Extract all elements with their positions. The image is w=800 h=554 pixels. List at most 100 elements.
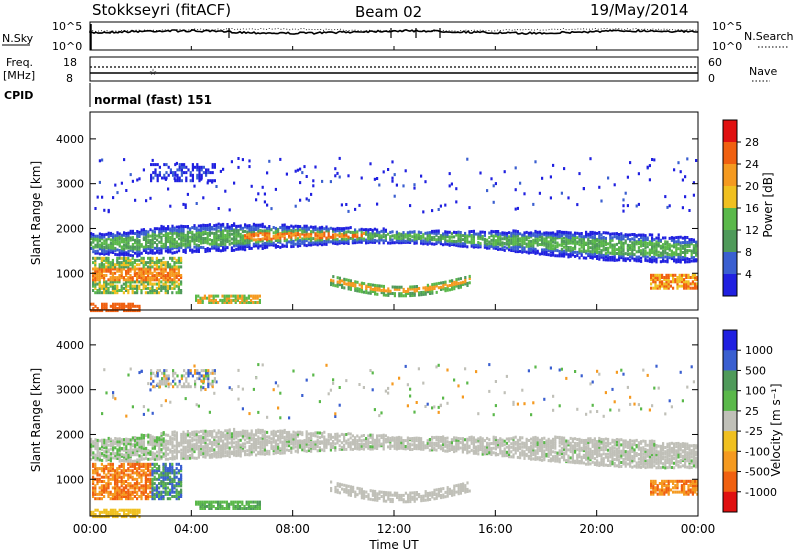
echo-cell [655, 236, 658, 240]
echo-cell [180, 241, 183, 245]
echo-cell [547, 244, 550, 248]
echo-cell [354, 238, 357, 242]
echo-cell [683, 278, 686, 282]
echo-cell [129, 515, 132, 519]
echo-cell [259, 442, 262, 446]
echo-cell [98, 265, 101, 269]
echo-cell [211, 440, 214, 444]
echo-cell [637, 257, 640, 261]
echo-cell [272, 434, 275, 438]
echo-cell [226, 246, 229, 250]
echo-cell [92, 280, 95, 284]
echo-cell [422, 242, 425, 246]
echo-cell [501, 246, 504, 250]
echo-cell [202, 455, 205, 459]
echo-cell [679, 253, 682, 257]
echo-cell [250, 438, 253, 442]
echo-cell [200, 173, 203, 177]
echo-cell [209, 171, 212, 175]
echo-cell [398, 285, 401, 289]
echo-cell [384, 239, 387, 242]
echo-cell [261, 433, 264, 437]
echo-cell [140, 442, 143, 446]
echo-cell [138, 371, 141, 375]
echo-cell [343, 282, 346, 286]
echo-cell [288, 234, 291, 238]
echo-cell [204, 436, 207, 440]
echo-cell [691, 280, 694, 284]
echo-cell [501, 241, 504, 245]
echo-cell [122, 261, 125, 265]
echo-cell [591, 247, 594, 251]
echo-cell [233, 441, 236, 445]
echo-cell [114, 289, 117, 292]
echo-cell [646, 236, 649, 240]
echo-cell [140, 289, 143, 292]
echo-cell [395, 239, 398, 243]
echo-cell [545, 236, 548, 240]
echo-cell [151, 289, 154, 292]
echo-cell [400, 237, 403, 241]
echo-cell [547, 231, 550, 235]
echo-cell [151, 274, 154, 277]
echo-cell [695, 240, 698, 244]
echo-cell [312, 433, 315, 437]
echo-cell [259, 223, 262, 227]
echo-cell [175, 231, 178, 235]
echo-cell [512, 231, 515, 235]
echo-cell [180, 244, 183, 248]
echo-cell [560, 239, 563, 243]
echo-cell [646, 238, 649, 242]
echo-cell [140, 258, 143, 262]
echo-cell [133, 286, 136, 290]
echo-cell [180, 239, 183, 243]
echo-cell [215, 223, 218, 227]
echo-cell [305, 232, 308, 236]
echo-cell [338, 434, 341, 438]
echo-cell [554, 232, 557, 236]
echo-cell [92, 282, 95, 286]
echo-cell [676, 278, 679, 282]
echo-cell [571, 233, 574, 237]
echo-cell [318, 442, 321, 445]
echo-cell [120, 181, 123, 185]
echo-cell [92, 456, 95, 460]
echo-cell [587, 234, 590, 238]
echo-cell [261, 450, 264, 453]
echo-cell [244, 223, 247, 227]
echo-cell [505, 237, 508, 241]
echo-cell [215, 245, 218, 249]
echo-cell [127, 457, 130, 461]
echo-cell [371, 433, 374, 437]
echo-cell [629, 248, 632, 252]
echo-cell [296, 434, 299, 438]
echo-cell [114, 456, 117, 460]
echo-cell [318, 440, 321, 444]
echo-cell [521, 241, 524, 245]
echo-cell [387, 438, 390, 442]
echo-cell [112, 235, 115, 239]
echo-cell [114, 437, 117, 440]
echo-cell [644, 246, 647, 250]
echo-cell [358, 442, 361, 446]
echo-cell [534, 231, 537, 235]
echo-cell [123, 510, 126, 514]
echo-cell [255, 242, 258, 246]
echo-cell [261, 436, 264, 440]
echo-cell [151, 238, 154, 242]
echo-cell [116, 258, 119, 262]
echo-cell [125, 282, 128, 286]
noise-left-tick-low: 10^0 [52, 40, 82, 53]
echo-cell [134, 446, 137, 450]
echo-cell [329, 442, 332, 446]
echo-cell [655, 240, 658, 244]
echo-cell [294, 445, 297, 449]
echo-cell [241, 301, 244, 304]
echo-cell [120, 267, 123, 271]
echo-cell [654, 278, 657, 282]
echo-cell [382, 235, 385, 239]
echo-cell [431, 437, 434, 441]
echo-cell [127, 284, 130, 288]
echo-cell [413, 443, 416, 447]
echo-cell [642, 251, 645, 255]
